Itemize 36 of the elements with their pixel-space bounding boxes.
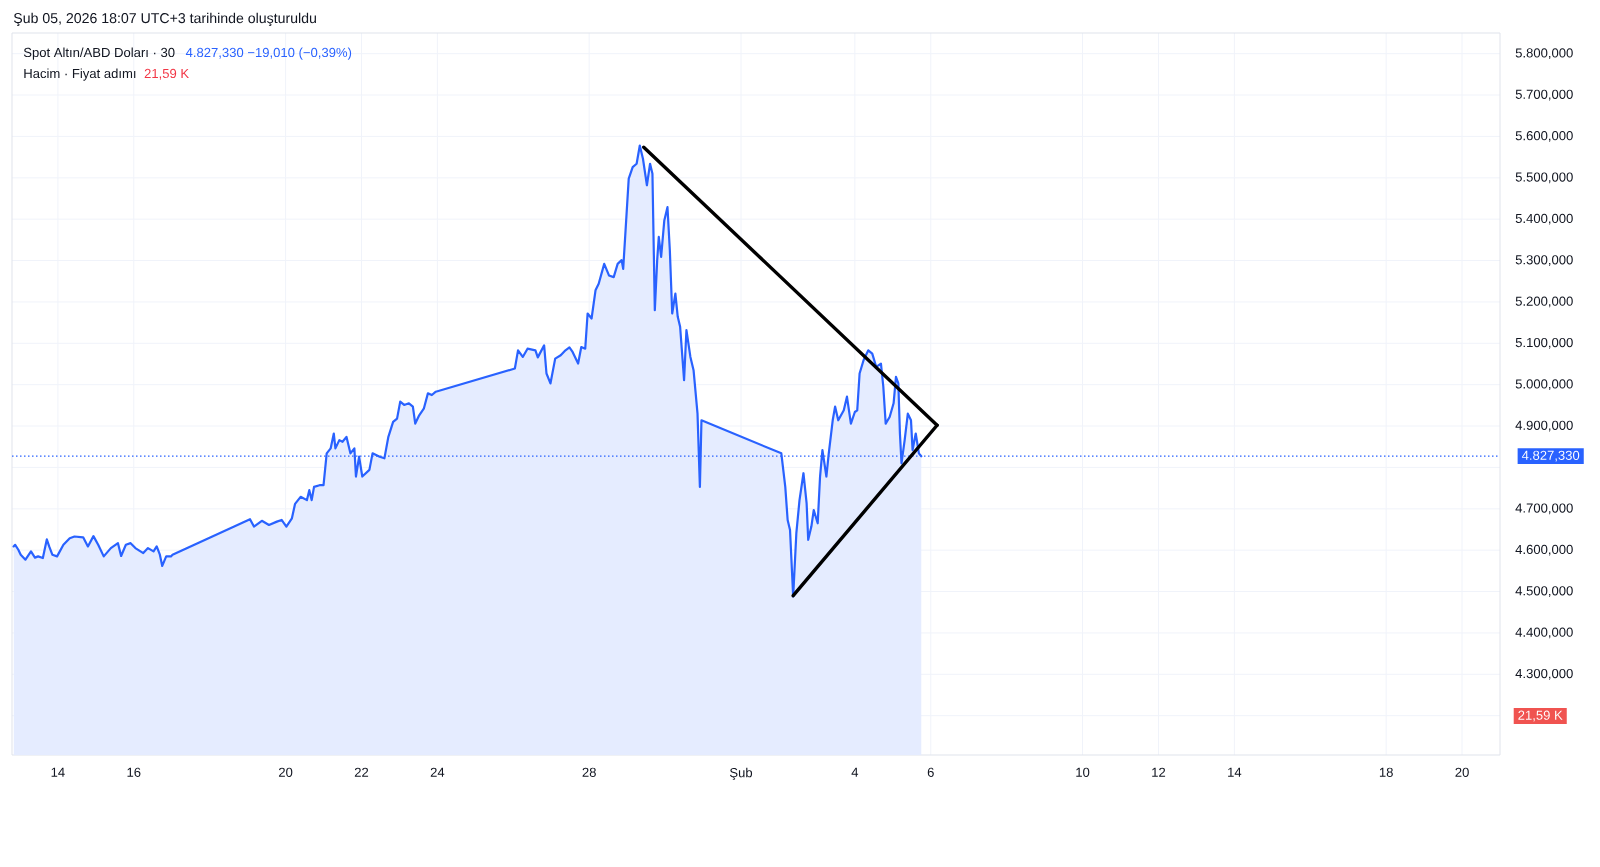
x-tick-label: 24 (430, 767, 445, 777)
y-tick-label: 4.700,000 (1515, 503, 1573, 515)
y-tick-label: 5.700,000 (1515, 89, 1573, 101)
x-tick-label: Şub (729, 767, 753, 780)
x-tick-label: 14 (51, 767, 65, 777)
y-tick-label: 4.900,000 (1515, 420, 1573, 432)
annotation: 4.827,330 −19,010 (−0,39%) (185, 47, 352, 60)
y-tick-label: 5.400,000 (1515, 213, 1573, 225)
y-tick-label: 5.300,000 (1515, 255, 1573, 266)
y-tick-label: 4.300,000 (1515, 668, 1573, 680)
x-tick-label: 6 (927, 767, 934, 777)
text: Şub 05, 2026 18:07 UTC+3 tarihinde oluşturuldu (13, 12, 316, 26)
x-tick-label: 22 (354, 767, 369, 777)
y-tick-label: 4.500,000 (1515, 586, 1573, 597)
x-tick-label: 4 (851, 767, 859, 777)
x-tick-label: 12 (1152, 767, 1166, 777)
text: Hacim · Fiyat adımı (24, 68, 136, 81)
y-tick-label: 5.500,000 (1515, 172, 1573, 184)
y-tick-label: 4.400,000 (1515, 627, 1573, 639)
text: Spot Altın/ABD Doları · 30 (23, 47, 175, 60)
x-tick-label: 20 (1455, 767, 1469, 777)
y-tick-label: 5.800,000 (1515, 48, 1573, 60)
x-tick-label: 20 (278, 767, 293, 777)
ref-line-label: 4.827,330 (1521, 450, 1580, 462)
y-tick-label: 5.100,000 (1515, 337, 1573, 349)
y-tick-label: 5.200,000 (1515, 296, 1573, 308)
x-tick-label: 28 (582, 767, 596, 777)
text: 21,59 K (1518, 710, 1563, 722)
x-tick-label: 18 (1379, 767, 1393, 777)
y-tick-label: 5.000,000 (1515, 379, 1573, 391)
y-tick-label: 4.600,000 (1515, 544, 1573, 556)
x-tick-label: 10 (1076, 767, 1090, 777)
x-tick-label: 16 (127, 767, 141, 777)
annotation: 21,59 K (144, 68, 189, 80)
x-tick-label: 14 (1228, 767, 1242, 777)
y-tick-label: 5.600,000 (1515, 131, 1573, 142)
